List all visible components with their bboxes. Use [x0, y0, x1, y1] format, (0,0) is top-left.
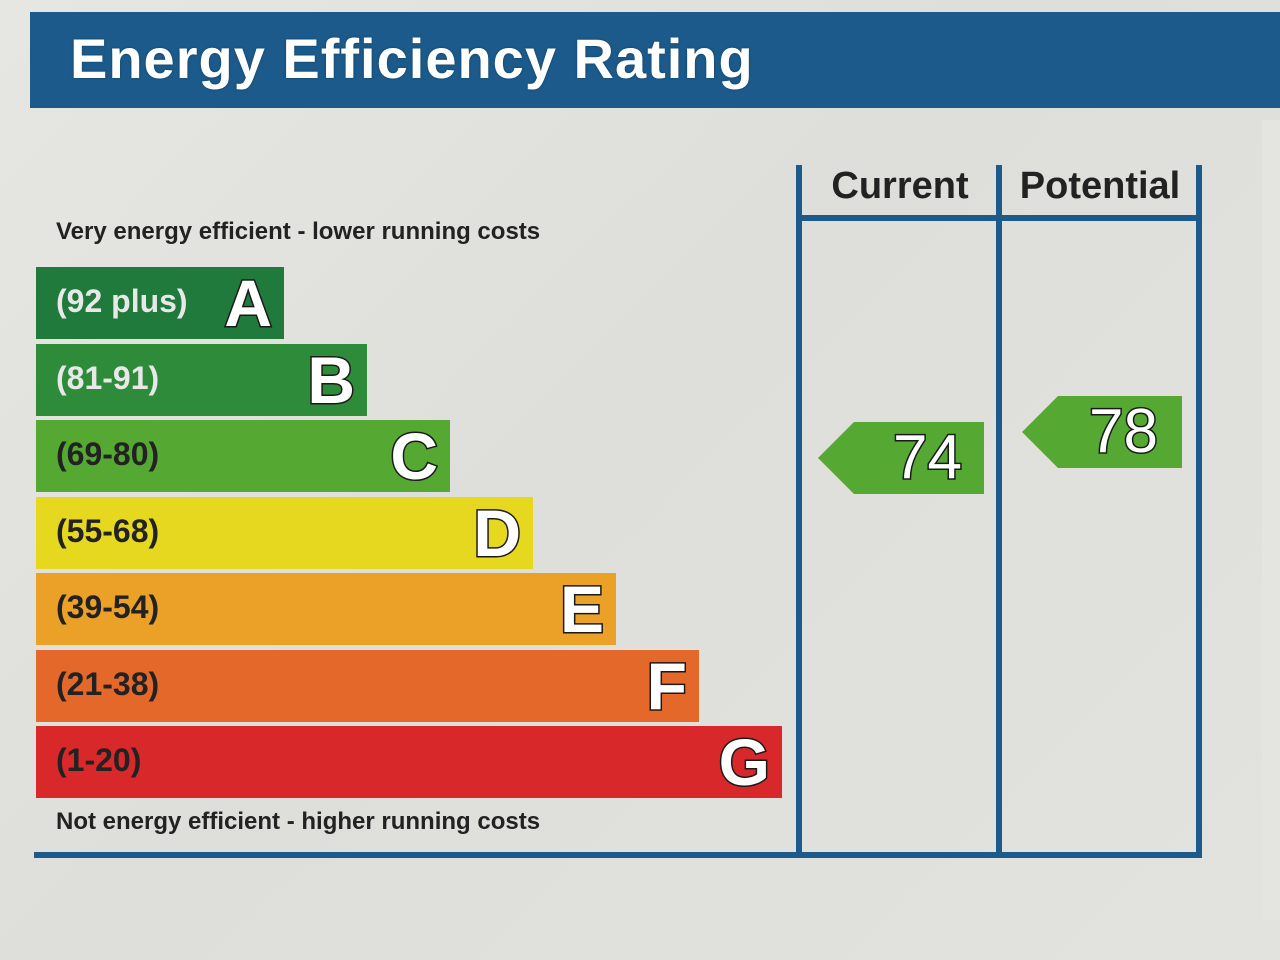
- band-f-range: (21-38): [56, 665, 160, 702]
- potential-column-header: Potential: [1019, 165, 1181, 207]
- top-note: Very energy efficient - lower running co…: [56, 218, 541, 245]
- potential-arrow-shape: [1022, 396, 1182, 468]
- band-d-letter: D: [472, 495, 523, 570]
- band-f: (21-38) F: [36, 648, 699, 723]
- potential-rating-arrow: 78: [1022, 396, 1188, 468]
- current-arrow-shape: [818, 422, 984, 494]
- band-g: (1-20) G: [36, 725, 782, 800]
- chart-title: Energy Efficiency Rating: [70, 27, 754, 90]
- band-e: (39-54) E: [36, 572, 616, 647]
- frame-middle-line: [996, 165, 1002, 855]
- header-divider-line: [796, 215, 1202, 221]
- adjacent-panel-edge: [1262, 120, 1280, 920]
- band-f-letter: F: [645, 648, 688, 723]
- current-column-header: Current: [831, 165, 969, 207]
- band-b-range: (81-91): [56, 359, 160, 396]
- band-c-range: (69-80): [56, 436, 160, 472]
- band-c: (69-80) C: [36, 419, 450, 494]
- bottom-note: Not energy efficient - higher running co…: [56, 808, 541, 835]
- band-g-letter: G: [717, 725, 771, 800]
- band-g-range: (1-20): [56, 742, 142, 778]
- band-e-letter: E: [558, 572, 605, 647]
- band-b: (81-91) B: [36, 342, 367, 417]
- band-d-range: (55-68): [56, 512, 160, 549]
- band-a-range: (92 plus): [56, 283, 188, 319]
- current-rating-arrow: 74: [818, 422, 984, 494]
- band-a: (92 plus) A: [36, 266, 284, 341]
- title-bar: Energy Efficiency Rating: [30, 12, 1280, 108]
- band-a-letter: A: [223, 266, 274, 341]
- band-c-letter: C: [389, 419, 440, 494]
- frame-left-line: [796, 165, 802, 855]
- band-e-range: (39-54): [56, 589, 160, 625]
- band-d: (55-68) D: [36, 495, 533, 570]
- frame-right-line: [1196, 165, 1202, 855]
- frame-bottom-line: [34, 852, 1202, 858]
- potential-rating-value: 78: [1088, 396, 1160, 468]
- band-b-letter: B: [306, 342, 357, 417]
- current-rating-value: 74: [892, 422, 964, 494]
